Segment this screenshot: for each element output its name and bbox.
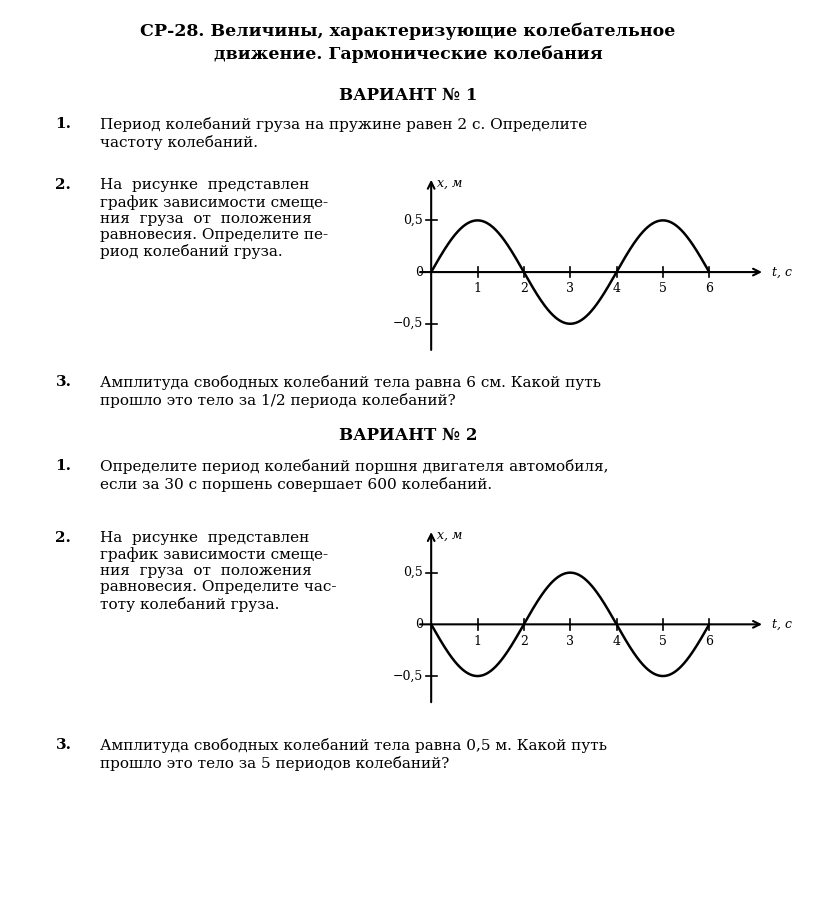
Text: 3: 3 bbox=[566, 283, 574, 296]
Text: x, м: x, м bbox=[437, 177, 462, 190]
Text: Амплитуда свободных колебаний тела равна 6 см. Какой путь
прошло это тело за 1/2: Амплитуда свободных колебаний тела равна… bbox=[100, 375, 601, 407]
Text: 4: 4 bbox=[613, 283, 620, 296]
Text: 1.: 1. bbox=[55, 459, 72, 473]
Text: 6: 6 bbox=[705, 635, 713, 648]
Text: 3.: 3. bbox=[55, 375, 72, 389]
Text: 6: 6 bbox=[705, 283, 713, 296]
Text: 1.: 1. bbox=[55, 117, 72, 131]
Text: 1: 1 bbox=[473, 635, 481, 648]
Text: движение. Гармонические колебания: движение. Гармонические колебания bbox=[214, 46, 602, 63]
Text: ВАРИАНТ № 2: ВАРИАНТ № 2 bbox=[339, 427, 477, 445]
Text: На  рисунке  представлен
график зависимости смеще-
ния  груза  от  положения
рав: На рисунке представлен график зависимост… bbox=[100, 178, 328, 260]
Text: 0,5: 0,5 bbox=[403, 566, 423, 579]
Text: −0,5: −0,5 bbox=[392, 670, 423, 683]
Text: Период колебаний груза на пружине равен 2 с. Определите
частоту колебаний.: Период колебаний груза на пружине равен … bbox=[100, 117, 587, 149]
Text: Определите период колебаний поршня двигателя автомобиля,
если за 30 с поршень со: Определите период колебаний поршня двига… bbox=[100, 459, 608, 491]
Text: 2.: 2. bbox=[55, 531, 71, 544]
Text: 0,5: 0,5 bbox=[403, 214, 423, 227]
Text: 2: 2 bbox=[520, 635, 528, 648]
Text: t, с: t, с bbox=[772, 618, 792, 630]
Text: 0: 0 bbox=[415, 618, 423, 630]
Text: 0: 0 bbox=[415, 265, 423, 278]
Text: Амплитуда свободных колебаний тела равна 0,5 м. Какой путь
прошло это тело за 5 : Амплитуда свободных колебаний тела равна… bbox=[100, 738, 606, 770]
Text: 2.: 2. bbox=[55, 178, 71, 192]
Text: t, с: t, с bbox=[772, 265, 792, 278]
Text: −0,5: −0,5 bbox=[392, 318, 423, 330]
Text: 1: 1 bbox=[473, 283, 481, 296]
Text: 4: 4 bbox=[613, 635, 620, 648]
Text: 3.: 3. bbox=[55, 738, 72, 752]
Text: 3: 3 bbox=[566, 635, 574, 648]
Text: 5: 5 bbox=[659, 283, 667, 296]
Text: x, м: x, м bbox=[437, 529, 462, 543]
Text: На  рисунке  представлен
график зависимости смеще-
ния  груза  от  положения
рав: На рисунке представлен график зависимост… bbox=[100, 531, 336, 612]
Text: СР-28. Величины, характеризующие колебательное: СР-28. Величины, характеризующие колебат… bbox=[140, 23, 676, 40]
Text: 5: 5 bbox=[659, 635, 667, 648]
Text: ВАРИАНТ № 1: ВАРИАНТ № 1 bbox=[339, 87, 477, 104]
Text: 2: 2 bbox=[520, 283, 528, 296]
